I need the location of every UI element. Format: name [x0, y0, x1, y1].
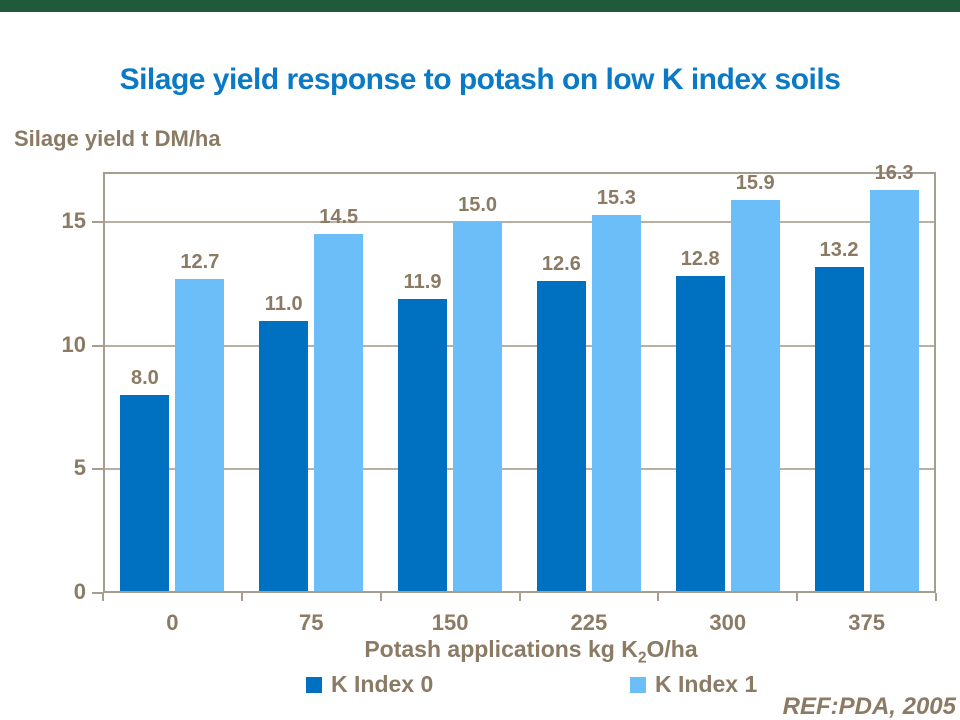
x-tick-4 — [657, 593, 660, 601]
bar-k-index-0-300 — [675, 276, 725, 593]
value-label-k-index-1-300: 15.9 — [735, 171, 775, 194]
category-label-375: 375 — [848, 610, 885, 635]
x-axis-title: Potash applications kg K2O/ha — [171, 636, 891, 668]
category-label-150: 150 — [431, 610, 469, 635]
y-tick-10 — [92, 344, 103, 347]
y-tick-15 — [92, 221, 103, 224]
top-accent-bar — [0, 0, 960, 12]
value-label-k-index-0-225: 12.6 — [541, 253, 581, 276]
value-label-k-index-0-0: 8.0 — [130, 367, 159, 390]
x-tick-5 — [796, 593, 799, 601]
x-tick-1 — [240, 593, 243, 601]
gridline-5 — [103, 468, 936, 471]
y-tick-label-5: 5 — [73, 455, 86, 481]
y-tick-label-0: 0 — [73, 579, 86, 604]
bar-k-index-1-375 — [869, 189, 919, 593]
bar-k-index-0-225 — [536, 281, 586, 593]
value-label-k-index-1-225: 15.3 — [596, 186, 636, 209]
bar-k-index-1-0 — [175, 278, 225, 593]
gridline-10 — [103, 344, 936, 347]
x-axis-title-subscript: 2 — [637, 649, 647, 667]
x-tick-0 — [102, 593, 104, 601]
bar-k-index-1-75 — [314, 234, 364, 593]
value-label-k-index-0-375: 13.2 — [819, 238, 859, 261]
value-label-k-index-0-75: 11.0 — [264, 292, 303, 315]
gridline-15 — [103, 221, 936, 224]
bar-k-index-0-150 — [398, 298, 448, 593]
reference-text: REF:PDA, 2005 — [782, 693, 956, 720]
value-label-k-index-1-0: 12.7 — [180, 250, 220, 273]
bar-k-index-1-225 — [591, 214, 641, 593]
bar-k-index-1-300 — [730, 199, 780, 593]
value-label-k-index-1-150: 15.0 — [458, 194, 498, 217]
value-label-k-index-0-150: 11.9 — [403, 270, 442, 293]
bar-k-index-0-375 — [814, 266, 864, 593]
y-tick-5 — [92, 468, 103, 471]
legend-label-k-index-0: K Index 0 — [331, 671, 434, 697]
y-tick-label-10: 10 — [61, 331, 86, 357]
value-label-k-index-0-300: 12.8 — [680, 248, 720, 271]
legend-label-k-index-1: K Index 1 — [655, 671, 758, 697]
category-label-75: 75 — [299, 610, 324, 635]
category-label-225: 225 — [570, 610, 608, 635]
value-label-k-index-1-375: 16.3 — [874, 161, 914, 184]
value-label-k-index-1-75: 14.5 — [319, 206, 359, 229]
legend-swatch-k-index-1 — [630, 677, 646, 693]
legend-item-k-index-0: K Index 0 — [306, 671, 433, 698]
bar-k-index-0-0 — [120, 395, 170, 593]
legend-item-k-index-1: K Index 1 — [630, 671, 757, 698]
bar-k-index-0-75 — [259, 320, 309, 593]
bar-k-index-1-150 — [453, 222, 503, 593]
y-axis-title: Silage yield t DM/ha — [14, 126, 221, 151]
y-tick-label-15: 15 — [61, 208, 86, 234]
x-axis-title-text: Potash applications kg K — [364, 636, 638, 662]
chart-title: Silage yield response to potash on low K… — [119, 63, 841, 96]
legend-swatch-k-index-0 — [306, 677, 322, 693]
y-tick-0 — [92, 592, 103, 594]
category-label-300: 300 — [709, 610, 747, 635]
x-tick-3 — [518, 593, 521, 601]
plot-area — [103, 172, 936, 593]
x-axis-title-suffix: O/ha — [646, 636, 698, 662]
x-tick-2 — [379, 593, 382, 601]
category-label-0: 0 — [166, 610, 179, 635]
x-tick-6 — [935, 593, 937, 601]
